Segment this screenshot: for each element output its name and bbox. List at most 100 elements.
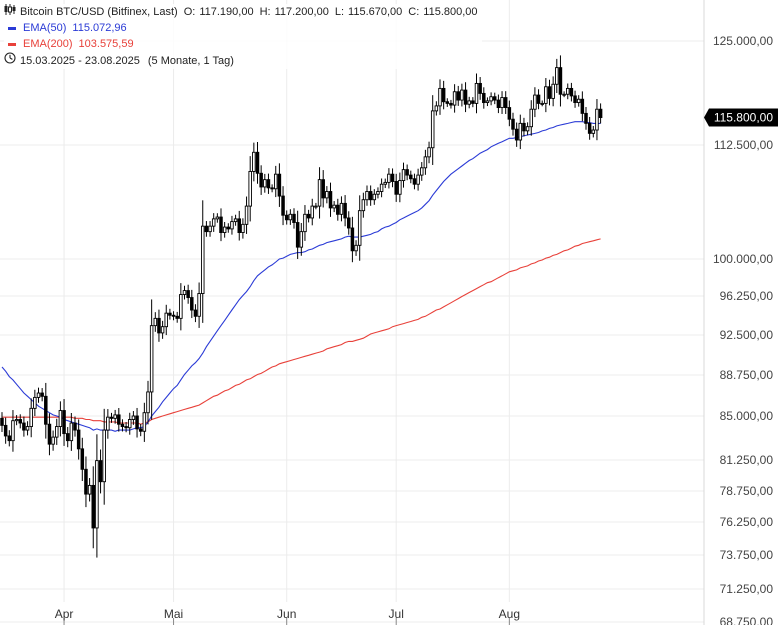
low-value: 115.670,00 [348,6,403,18]
candle [452,84,457,113]
candle-body [270,187,274,190]
candle-body [390,173,395,182]
ema200-swatch [8,42,16,46]
candle [44,382,48,439]
candle [146,380,150,425]
candle [390,168,395,188]
candle-body [241,223,245,234]
candle-body [500,97,504,109]
candle-body [558,67,563,95]
candle-body [146,391,150,414]
candle-body [277,173,282,197]
candle-body [544,86,548,104]
candle [190,289,194,319]
candlestick-icon [4,4,20,20]
candle-body [237,218,241,234]
candle-body [310,205,315,219]
candle-body [36,392,41,398]
candle [233,214,238,226]
candle-body [211,218,216,227]
candle [569,82,574,102]
candle-body [274,173,278,190]
candle [591,125,596,138]
candle [186,284,190,304]
candle [387,168,391,189]
x-axis: Apr Mai Jun Jul Aug [55,607,520,625]
candle-body [142,412,147,432]
candle-body [230,221,234,230]
candle-body [463,89,468,105]
candle [58,401,63,437]
candle [357,195,362,261]
candle-body [336,204,340,215]
candle [332,201,336,213]
candle-body [193,309,198,317]
candle [171,311,176,321]
candle-body [598,108,603,118]
candle-body [357,210,362,246]
ema200-series [2,238,601,425]
candle-body [131,415,136,420]
candle-body [551,83,555,99]
candle-body [325,191,329,199]
candle [230,215,234,235]
candle-body [478,82,482,94]
candle [514,122,519,147]
candle-body [416,174,420,185]
candle-body [452,91,457,106]
candle-body [449,102,453,106]
candle-body [423,156,428,169]
candle-body [40,392,44,397]
candle-body [259,172,263,188]
ema50-label: EMA(50) [23,22,67,34]
candle [193,304,198,323]
candle-body [587,122,592,134]
candle [120,419,125,432]
ema50-swatch [8,26,16,30]
candle-body [529,108,534,128]
candle [255,142,260,184]
candle [463,82,468,113]
candle [529,100,534,136]
candle-body [372,193,377,201]
candle-body [219,216,223,234]
candle [438,79,442,115]
candle [423,149,428,175]
candle-body [576,98,581,104]
candle-body [65,433,70,442]
candle-body [197,293,201,317]
candle [73,416,77,437]
candle [347,211,351,235]
candle [281,186,285,226]
candle [197,282,201,328]
candle-body [14,419,19,422]
candle [328,182,333,217]
y-tick-label: 125.000,00 [713,34,773,48]
candle [379,178,384,198]
y-tick-label: 85.000,00 [720,409,774,423]
candle-body [573,95,577,104]
candle-body [252,151,256,172]
ema50-line [1,121,601,432]
candle-body [540,102,544,105]
y-tick-label: 68.750,00 [720,615,774,625]
candle-body [518,122,523,141]
candle-body [496,99,501,109]
candle-body [149,325,154,393]
candle [398,172,402,203]
candle [547,79,552,106]
candle-body [186,290,190,299]
candle-body [124,426,128,429]
candle-body [332,204,336,209]
candle [518,114,523,150]
candle-body [138,428,143,432]
candle [471,97,475,108]
candle [244,196,249,234]
candle-body [511,118,515,130]
candle [562,91,566,98]
candle-body [168,312,172,316]
candle [149,299,154,420]
candle-body [117,414,121,425]
candle-body [445,101,450,104]
